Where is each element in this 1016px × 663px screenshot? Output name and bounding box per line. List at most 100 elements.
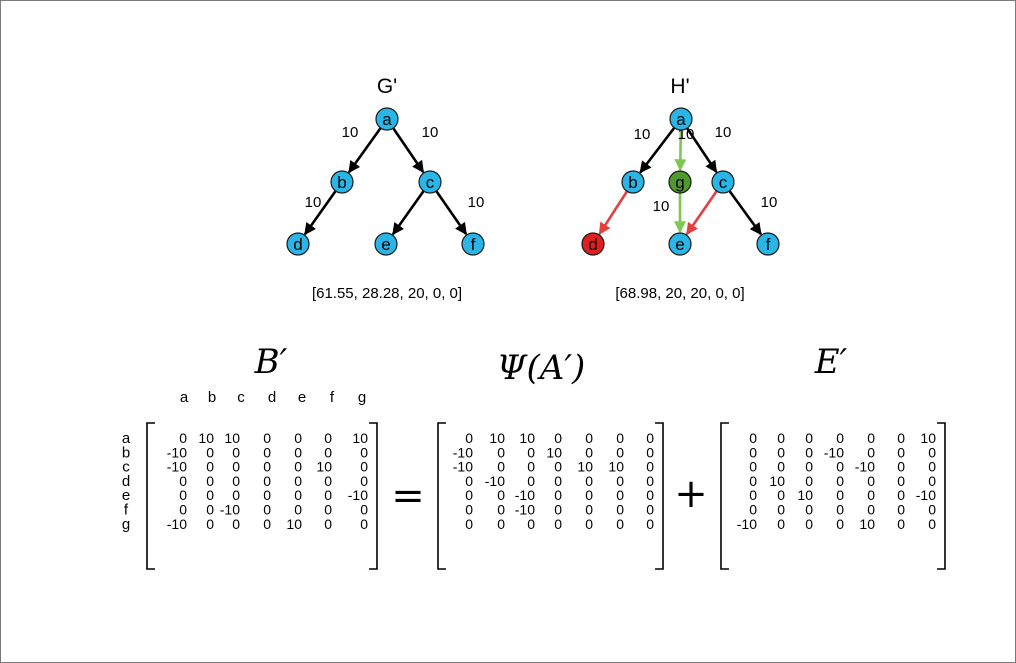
matrix-b-cell: -10 bbox=[220, 502, 240, 518]
matrix-psi-a-cell: 0 bbox=[465, 487, 473, 503]
matrix-e-cell: -10 bbox=[855, 459, 875, 475]
matrix-b-right-bracket bbox=[369, 422, 378, 570]
matrix-b-title: B′ bbox=[254, 342, 288, 382]
matrix-psi-a-cell: 10 bbox=[608, 459, 624, 475]
matrix-psi-a-cell: 10 bbox=[546, 444, 562, 460]
matrix-e-cell: 10 bbox=[769, 473, 785, 489]
matrix-b-row-header: e bbox=[122, 487, 130, 504]
matrix-b-cell: 0 bbox=[360, 444, 368, 460]
graph-graph_h-node-g bbox=[668, 170, 692, 194]
graph-graph_h-edge-weight: 10 bbox=[653, 198, 670, 215]
matrix-e-cell: 0 bbox=[867, 487, 875, 503]
matrix-b-cell: 0 bbox=[263, 516, 271, 532]
matrix-e-cell: 0 bbox=[928, 473, 936, 489]
graph-graph_g-edge-weight: 10 bbox=[305, 194, 322, 211]
matrix-e-cell: 10 bbox=[920, 430, 936, 446]
matrix-e-cell: 0 bbox=[867, 444, 875, 460]
graph-graph_h-node-b bbox=[621, 170, 645, 194]
matrix-b-row-header: f bbox=[124, 502, 129, 519]
matrix-b-cell: -10 bbox=[348, 487, 368, 503]
graph-graph_h-edge-b-d bbox=[598, 190, 629, 235]
matrix-b-cell: 10 bbox=[224, 430, 240, 446]
matrix-e-cell: 0 bbox=[836, 459, 844, 475]
matrix-psi-a-cell: 0 bbox=[616, 487, 624, 503]
graph-graph_h-node-a bbox=[669, 107, 693, 131]
matrix-psi-a-cell: 0 bbox=[646, 444, 654, 460]
matrix-b-row-header: b bbox=[122, 444, 130, 461]
matrix-e-cell: 0 bbox=[867, 430, 875, 446]
matrix-b-column-header: f bbox=[330, 389, 335, 406]
matrix-psi-a-cell: 0 bbox=[646, 430, 654, 446]
matrix-e-cell: 0 bbox=[836, 516, 844, 532]
graph-graph_h-edge-weight: 10 bbox=[634, 126, 651, 143]
graph-graph_g-node-label: c bbox=[426, 173, 435, 192]
matrix-e-cell: 0 bbox=[897, 516, 905, 532]
matrix-b-cell: 0 bbox=[360, 516, 368, 532]
matrix-psi-a-cell: 0 bbox=[527, 459, 535, 475]
matrix-e-cell: -10 bbox=[916, 487, 936, 503]
graph-graph_h-edge-a-g bbox=[674, 129, 687, 172]
matrix-psi-a-cell: 10 bbox=[489, 430, 505, 446]
graph-graph_g-edge-weight: 10 bbox=[422, 124, 439, 141]
matrix-e-right-bracket bbox=[937, 422, 946, 570]
matrix-b-cell: 0 bbox=[263, 487, 271, 503]
matrix-b-cell: 0 bbox=[206, 459, 214, 475]
matrix-e-cell: 0 bbox=[928, 516, 936, 532]
matrix-e-cell: 0 bbox=[805, 444, 813, 460]
graph-graph_g-node-f bbox=[461, 232, 485, 256]
matrix-e-cell: 0 bbox=[805, 459, 813, 475]
graph-graph_h-node-d bbox=[581, 232, 605, 256]
matrix-psi-a-cell: 0 bbox=[465, 516, 473, 532]
matrix-psi-a-cell: 0 bbox=[465, 502, 473, 518]
matrix-psi-a-right-bracket bbox=[655, 422, 664, 570]
matrix-psi-a-cell: 0 bbox=[554, 516, 562, 532]
matrix-psi-a-cell: 0 bbox=[646, 473, 654, 489]
graph-graph_g-node-label: d bbox=[293, 235, 302, 254]
graph-graph_g-edge-a-c bbox=[392, 127, 425, 174]
matrix-b-cell: 0 bbox=[263, 430, 271, 446]
matrix-psi-a-cell: 0 bbox=[646, 487, 654, 503]
matrix-psi-a-cell: -10 bbox=[515, 487, 535, 503]
matrix-e-cell: 0 bbox=[749, 444, 757, 460]
matrix-e-cell: 0 bbox=[836, 473, 844, 489]
matrix-b-cell: 0 bbox=[324, 502, 332, 518]
matrix-b-row-header: c bbox=[122, 459, 130, 476]
graph-graph_g-node-c bbox=[418, 170, 442, 194]
matrix-psi-a-cell: 0 bbox=[585, 473, 593, 489]
matrix-b-cell: -10 bbox=[167, 444, 187, 460]
graph-graph_g-node-b bbox=[330, 170, 354, 194]
matrix-b-cell: 0 bbox=[294, 444, 302, 460]
matrix-e-cell: 0 bbox=[897, 459, 905, 475]
graph-graph_h-node-c bbox=[711, 170, 735, 194]
graph-graph_g-edge-weight: 10 bbox=[342, 124, 359, 141]
matrix-psi-a-cell: 0 bbox=[585, 487, 593, 503]
matrix-b-cell: 10 bbox=[286, 516, 302, 532]
matrix-psi-a-cell: 0 bbox=[616, 444, 624, 460]
matrix-psi-a-cell: 0 bbox=[646, 502, 654, 518]
graph-graph_g-edge-weight: 10 bbox=[468, 194, 485, 211]
graph-graph_h-node-label: c bbox=[719, 173, 728, 192]
matrix-e-cell: 0 bbox=[777, 459, 785, 475]
matrix-psi-a-cell: 10 bbox=[519, 430, 535, 446]
graph-graph_h-edge-c-e bbox=[685, 190, 718, 236]
matrix-b-cell: -10 bbox=[167, 516, 187, 532]
graph-graph_h-edge-weight: 10 bbox=[715, 124, 732, 141]
matrix-b-cell: 0 bbox=[206, 502, 214, 518]
matrix-e-cell: 10 bbox=[859, 516, 875, 532]
matrix-b-row-header: a bbox=[122, 430, 131, 447]
matrix-e-cell: 0 bbox=[897, 430, 905, 446]
matrix-psi-a-cell: 0 bbox=[554, 502, 562, 518]
matrix-e-title: E′ bbox=[814, 342, 848, 382]
graph-graph_h-vector: [68.98, 20, 20, 0, 0] bbox=[615, 285, 744, 302]
matrix-psi-a-cell: -10 bbox=[453, 444, 473, 460]
matrix-psi-a-cell: 0 bbox=[646, 516, 654, 532]
matrix-b-cell: 0 bbox=[263, 502, 271, 518]
matrix-e-left-bracket bbox=[720, 422, 729, 570]
matrix-b-column-header: d bbox=[268, 389, 276, 406]
matrix-e-cell: 0 bbox=[928, 459, 936, 475]
matrix-psi-a-cell: 0 bbox=[585, 444, 593, 460]
matrix-b-cell: 0 bbox=[324, 487, 332, 503]
graph-graph_h-node-label: e bbox=[675, 235, 684, 254]
matrix-b-cell: 0 bbox=[232, 516, 240, 532]
matrix-b-cell: 0 bbox=[206, 516, 214, 532]
